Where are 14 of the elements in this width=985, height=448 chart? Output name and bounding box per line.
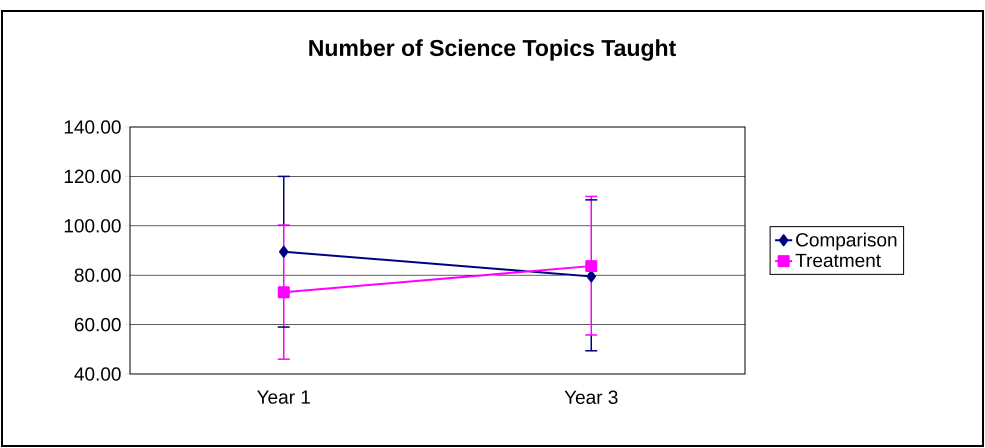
point: [585, 260, 598, 272]
legend-label: Comparison: [796, 232, 896, 250]
y-tick-label: 40.00: [74, 367, 121, 381]
point: [278, 286, 290, 298]
chart-title: Number of Science Topics Taught: [309, 39, 676, 61]
y-tick-label: 140.00: [64, 120, 121, 134]
y-tick-label: 80.00: [74, 268, 121, 282]
legend-label: Treatment: [796, 254, 881, 268]
point: [279, 246, 289, 258]
x-tick-label: Year 1: [257, 390, 310, 404]
x-tick-label: Year 3: [564, 390, 618, 404]
y-tick-label: 120.00: [64, 170, 121, 184]
y-tick-label: 100.00: [64, 219, 121, 233]
y-tick-label: 60.00: [74, 318, 121, 332]
